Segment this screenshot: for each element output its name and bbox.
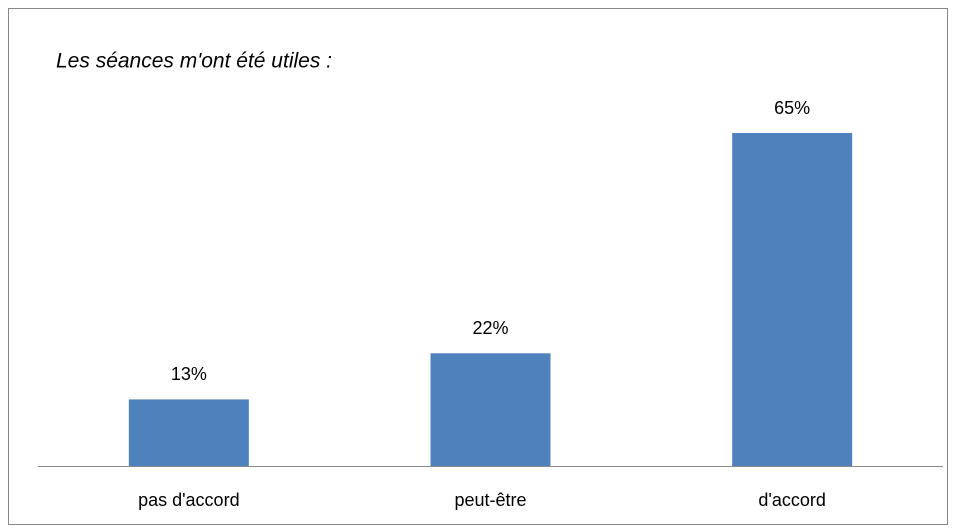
bar (128, 399, 249, 466)
x-tick-label: d'accord (758, 490, 825, 510)
x-tick-label: peut-être (454, 490, 526, 510)
data-label: 65% (774, 98, 810, 118)
x-tick-label: pas d'accord (138, 490, 240, 510)
chart-title: Les séances m'ont été utiles : (56, 50, 332, 73)
data-label: 22% (472, 318, 508, 338)
data-label: 13% (171, 364, 207, 384)
bar (430, 353, 551, 466)
bar (732, 133, 853, 466)
